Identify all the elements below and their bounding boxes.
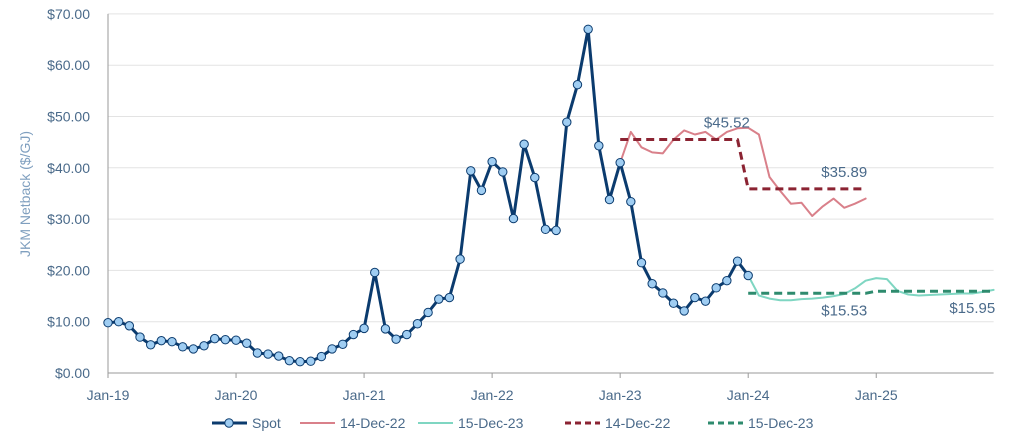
spot-marker: [199, 341, 209, 351]
spot-marker: [732, 256, 743, 266]
spot-marker: [348, 329, 359, 340]
x-tick-label: Jan-19: [87, 387, 130, 403]
spot-marker: [700, 296, 711, 306]
x-tick-label: Jan-23: [599, 387, 642, 403]
spot-marker: [274, 351, 284, 361]
spot-marker: [711, 283, 721, 293]
spot-marker: [551, 225, 561, 236]
y-tick-labels: $0.00 $10.00 $20.00 $30.00 $40.00 $50.00 $60.0…: [47, 6, 90, 381]
legend: Spot 14-Dec-22 15-Dec-23 14-Dec-22 15-Dec-23: [212, 415, 814, 431]
value-annotation: $35.89: [821, 164, 867, 181]
spot-marker: [252, 348, 263, 358]
spot-marker: [220, 334, 231, 345]
spot-marker: [380, 324, 391, 334]
y-tick-label: $50.00: [47, 109, 90, 125]
value-annotation: $45.52: [704, 114, 750, 131]
legend-marker: [224, 418, 234, 428]
spot-marker: [167, 337, 177, 347]
legend-label: 14-Dec-22: [605, 415, 671, 431]
spot-marker: [316, 351, 327, 362]
x-tick-labels: Jan-19 Jan-20 Jan-21 Jan-22 Jan-23 Jan-24 Jan-…: [87, 373, 898, 403]
spot-marker: [583, 24, 593, 34]
spot-marker: [359, 323, 369, 334]
spot-marker: [327, 344, 337, 354]
legend-label: 15-Dec-23: [748, 415, 814, 431]
spot-marker: [530, 172, 540, 183]
spot-marker: [135, 332, 145, 342]
y-tick-label: $70.00: [47, 6, 90, 22]
spot-marker: [113, 317, 124, 327]
spot-marker: [487, 156, 497, 167]
spot-marker: [295, 357, 305, 367]
spot-marker: [636, 258, 647, 268]
series-line-2: [747, 274, 995, 302]
value-annotations: $45.52 $35.89 $15.53 $15.95: [704, 114, 995, 319]
spot-marker: [476, 185, 487, 196]
axes: [107, 13, 994, 374]
spot-marker: [519, 139, 529, 149]
spot-marker: [626, 196, 636, 207]
spot-marker: [306, 356, 316, 366]
spot-marker: [370, 267, 380, 278]
spot-marker: [604, 194, 615, 205]
spot-marker: [434, 294, 444, 304]
spot-marker: [145, 340, 156, 350]
spot-marker: [615, 157, 625, 168]
spot-marker: [668, 298, 679, 308]
spot-marker: [444, 292, 455, 303]
spot-marker: [594, 141, 604, 151]
spot-marker: [562, 117, 572, 127]
x-tick-label: Jan-22: [471, 387, 514, 403]
spot-marker: [722, 275, 732, 286]
x-tick-label: Jan-25: [855, 387, 898, 403]
x-tick-label: Jan-20: [215, 387, 258, 403]
legend-label: Spot: [252, 415, 281, 431]
spot-marker: [231, 335, 241, 345]
spot-marker: [338, 339, 348, 349]
y-tick-label: $20.00: [47, 262, 90, 278]
gridlines: [108, 13, 994, 323]
spot-marker: [103, 318, 113, 328]
spot-marker: [402, 329, 412, 340]
spot-marker: [540, 224, 551, 235]
y-tick-label: $0.00: [55, 365, 90, 381]
spot-marker: [284, 355, 295, 366]
spot-markers: [103, 24, 753, 367]
spot-marker: [679, 306, 689, 316]
series-line-3: [620, 138, 866, 191]
spot-marker: [572, 79, 583, 90]
spot-marker: [690, 292, 700, 303]
x-tick-label: Jan-21: [343, 387, 386, 403]
spot-marker: [743, 270, 753, 281]
spot-marker: [412, 319, 423, 329]
spot-marker: [391, 334, 401, 344]
value-annotation: $15.95: [949, 300, 995, 317]
spot-marker: [210, 333, 220, 344]
y-tick-label: $10.00: [47, 314, 90, 330]
spot-marker: [466, 166, 476, 176]
y-tick-label: $30.00: [47, 211, 90, 227]
spot-marker: [498, 167, 508, 177]
spot-marker: [658, 288, 668, 298]
series-line-1: [619, 126, 867, 217]
spot-marker: [188, 344, 199, 354]
legend-label: 15-Dec-23: [458, 415, 524, 431]
x-tick-label: Jan-24: [727, 387, 770, 403]
spot-marker: [177, 342, 188, 352]
spot-marker: [455, 254, 465, 264]
spot-marker: [647, 279, 657, 289]
spot-marker: [242, 338, 252, 348]
spot-marker: [124, 321, 135, 331]
spot-marker: [423, 307, 433, 318]
spot-marker: [508, 213, 519, 224]
spot-marker: [263, 349, 273, 359]
spot-marker: [156, 335, 167, 346]
series-line-4: [748, 289, 994, 295]
value-annotation: $15.53: [821, 302, 867, 319]
y-tick-label: $60.00: [47, 57, 90, 73]
y-axis-label: JKM Netback ($/GJ): [17, 131, 33, 257]
y-tick-label: $40.00: [47, 160, 90, 176]
legend-label: 14-Dec-22: [340, 415, 406, 431]
